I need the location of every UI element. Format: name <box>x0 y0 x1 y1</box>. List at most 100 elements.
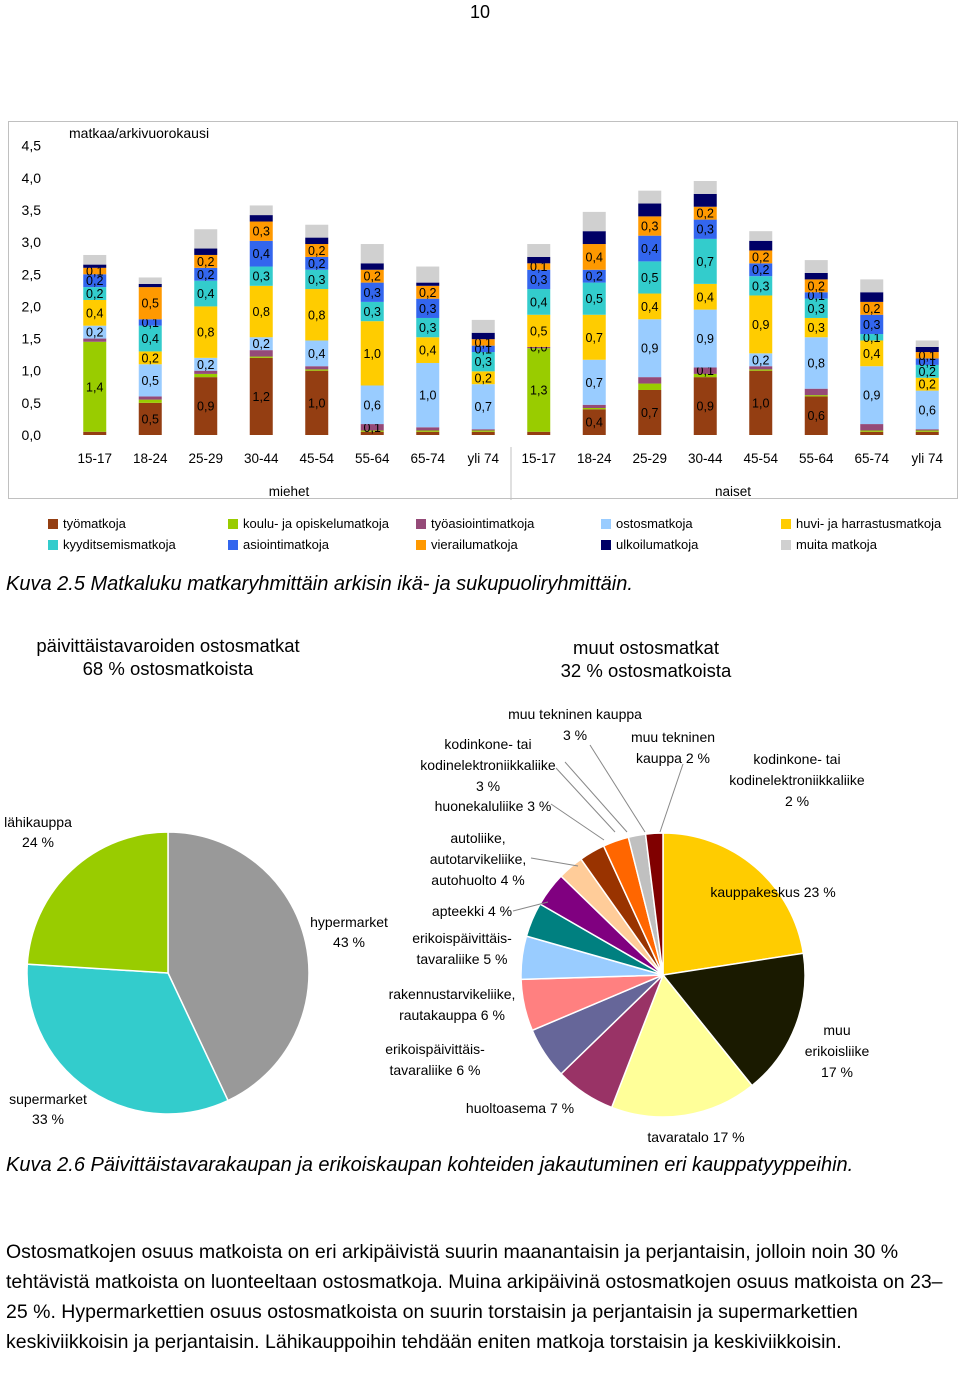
bar-segment <box>638 261 662 294</box>
bar-segment <box>527 289 551 315</box>
bar-segment <box>305 269 329 290</box>
bar-value-label: 0,3 <box>419 321 436 335</box>
bar-segment <box>804 337 828 389</box>
pie-other-label-line-1: muu <box>823 1022 850 1038</box>
pie-other-label-line-2: kauppa 2 % <box>636 750 710 766</box>
bar-segment <box>360 385 384 425</box>
x-tick-label: 18-24 <box>133 451 168 466</box>
pie-leader-line <box>512 901 549 912</box>
bar-value-label: 0,5 <box>142 412 159 426</box>
pie-other-label-line-3: 3 % <box>476 778 500 794</box>
bar-segment <box>915 377 939 391</box>
pie-other-label-line-2: kodinelektroniikkaliike <box>420 757 556 773</box>
figure-caption-2-5: Kuva 2.5 Matkaluku matkaryhmittäin arkis… <box>6 573 633 595</box>
bar-value-label: 0,9 <box>863 389 880 403</box>
bar-segment <box>83 254 107 265</box>
page-number: 10 <box>469 2 491 22</box>
y-tick-label: 2,5 <box>22 266 42 282</box>
bar-segment <box>915 430 939 432</box>
legend-swatch <box>416 540 426 550</box>
legend-item: ostosmatkoja <box>601 516 693 531</box>
bar-segment <box>138 283 162 288</box>
y-tick-label: 0,0 <box>22 427 42 443</box>
bar-segment <box>416 282 440 286</box>
pie-leader-line <box>550 803 605 841</box>
x-tick-label: 25-29 <box>632 451 667 466</box>
pie-other-label-line-2: tavaraliike 5 % <box>416 951 507 967</box>
bar-segment <box>305 369 329 371</box>
bar-segment <box>582 244 606 270</box>
bar-segment <box>471 431 495 435</box>
bar-value-label: 0,3 <box>808 302 825 316</box>
bar-value-label: 0,1 <box>86 265 103 279</box>
legend-swatch <box>48 540 58 550</box>
bar-segment <box>527 348 551 432</box>
bar-segment <box>804 396 828 435</box>
bar-value-label: 0,3 <box>419 302 436 316</box>
bar-segment <box>416 337 440 363</box>
pie-other-slice <box>662 832 805 976</box>
bar-segment <box>527 431 551 435</box>
bar-segment <box>194 267 218 281</box>
bar-segment <box>416 266 440 283</box>
pie-other-label-line-1: apteekki 4 % <box>432 903 512 919</box>
bar-segment <box>804 317 828 338</box>
x-tick-label: 30-44 <box>688 451 723 466</box>
bar-value-label: 0,3 <box>364 305 381 319</box>
bar-segment <box>305 224 329 238</box>
pie-other-label-line-1: tavaratalo 17 % <box>647 1129 744 1145</box>
bar-segment <box>638 319 662 378</box>
legend-label: asiointimatkoja <box>243 537 329 552</box>
bar-segment <box>249 221 273 241</box>
pie-other-label-line-1: autoliike, <box>450 830 505 846</box>
pie-other-label-line-1: huonekaluliike 3 % <box>435 798 552 814</box>
pie-other-label-line-1: erikoispäivittäis- <box>385 1041 485 1057</box>
bar-segment <box>749 366 773 370</box>
pie-other-label-line-2: tavaraliike 6 % <box>389 1062 480 1078</box>
bar-segment <box>360 282 384 302</box>
bar-segment <box>83 341 107 432</box>
bar-value-label: 0,1 <box>808 289 825 303</box>
bar-value-label: 0,7 <box>641 406 658 420</box>
pie-other-subtitle-line-1: muut ostosmatkat <box>573 637 719 658</box>
bar-segment <box>693 377 717 435</box>
bar-segment <box>749 263 773 277</box>
bar-segment <box>638 190 662 204</box>
bar-value-label: 0,2 <box>364 270 381 284</box>
y-tick-label: 3,5 <box>22 202 42 218</box>
y-tick-label: 1,0 <box>22 363 42 379</box>
bar-value-label: 0,7 <box>586 376 603 390</box>
bar-value-label: 1,0 <box>308 396 325 410</box>
bar-segment <box>194 377 218 435</box>
legend-label: työasiointimatkoja <box>431 516 535 531</box>
bar-segment <box>471 339 495 346</box>
bar-value-label: 0,9 <box>697 400 714 414</box>
bar-segment <box>249 285 273 338</box>
bar-segment <box>360 430 384 432</box>
bar-segment <box>638 377 662 384</box>
bar-value-label: 0,7 <box>697 255 714 269</box>
pie-grocery-label-line-1: lähikauppa <box>4 814 72 830</box>
bar-segment <box>194 357 218 371</box>
bar-segment <box>527 263 551 270</box>
bar-segment <box>138 402 162 435</box>
pie-grocery-label-line-2: 33 % <box>32 1111 64 1127</box>
bar-segment <box>360 244 384 264</box>
x-tick-label: 15-17 <box>521 451 556 466</box>
bar-segment <box>416 430 440 432</box>
bar-segment <box>471 429 495 431</box>
pie-leader-line <box>530 857 579 867</box>
bar-segment <box>915 429 939 431</box>
bar-segment <box>915 431 939 435</box>
bar-segment <box>249 356 273 358</box>
bar-value-label: 0,2 <box>752 353 769 367</box>
bar-value-label: 0,1 <box>919 355 936 369</box>
bar-segment <box>471 384 495 430</box>
bar-segment <box>471 319 495 333</box>
legend-item: asiointimatkoja <box>228 537 329 552</box>
bar-segment <box>138 277 162 284</box>
body-paragraph: Ostosmatkojen osuus matkoista on eri ark… <box>6 1241 943 1353</box>
bar-value-label: 1,0 <box>752 396 769 410</box>
bar-segment <box>638 389 662 435</box>
